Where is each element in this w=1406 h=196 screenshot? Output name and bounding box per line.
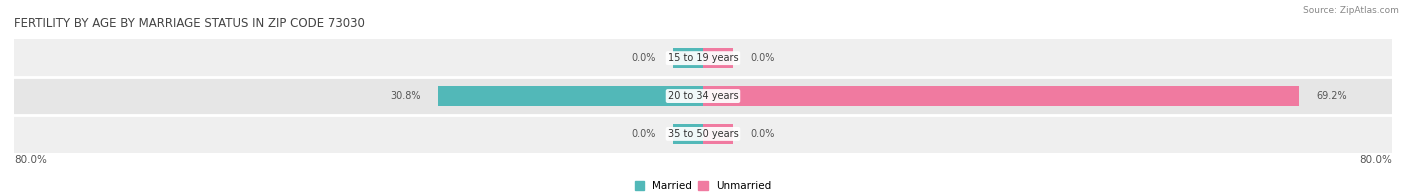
- Text: 15 to 19 years: 15 to 19 years: [668, 53, 738, 63]
- Text: 80.0%: 80.0%: [1360, 155, 1392, 165]
- Bar: [14, 39, 1392, 77]
- Text: 0.0%: 0.0%: [751, 129, 775, 139]
- Bar: [703, 48, 733, 68]
- Bar: [673, 48, 703, 68]
- Text: 35 to 50 years: 35 to 50 years: [668, 129, 738, 139]
- Text: 30.8%: 30.8%: [389, 91, 420, 101]
- Bar: [14, 115, 1392, 153]
- Bar: [14, 77, 1392, 115]
- Text: 69.2%: 69.2%: [1316, 91, 1347, 101]
- Text: 0.0%: 0.0%: [631, 53, 655, 63]
- Text: 0.0%: 0.0%: [751, 53, 775, 63]
- Bar: [703, 124, 733, 144]
- Text: FERTILITY BY AGE BY MARRIAGE STATUS IN ZIP CODE 73030: FERTILITY BY AGE BY MARRIAGE STATUS IN Z…: [14, 17, 366, 30]
- Text: Source: ZipAtlas.com: Source: ZipAtlas.com: [1303, 6, 1399, 15]
- Legend: Married, Unmarried: Married, Unmarried: [634, 181, 772, 191]
- Text: 20 to 34 years: 20 to 34 years: [668, 91, 738, 101]
- Bar: [703, 86, 1299, 106]
- Bar: [673, 124, 703, 144]
- Text: 0.0%: 0.0%: [631, 129, 655, 139]
- Bar: [437, 86, 703, 106]
- Text: 80.0%: 80.0%: [14, 155, 46, 165]
